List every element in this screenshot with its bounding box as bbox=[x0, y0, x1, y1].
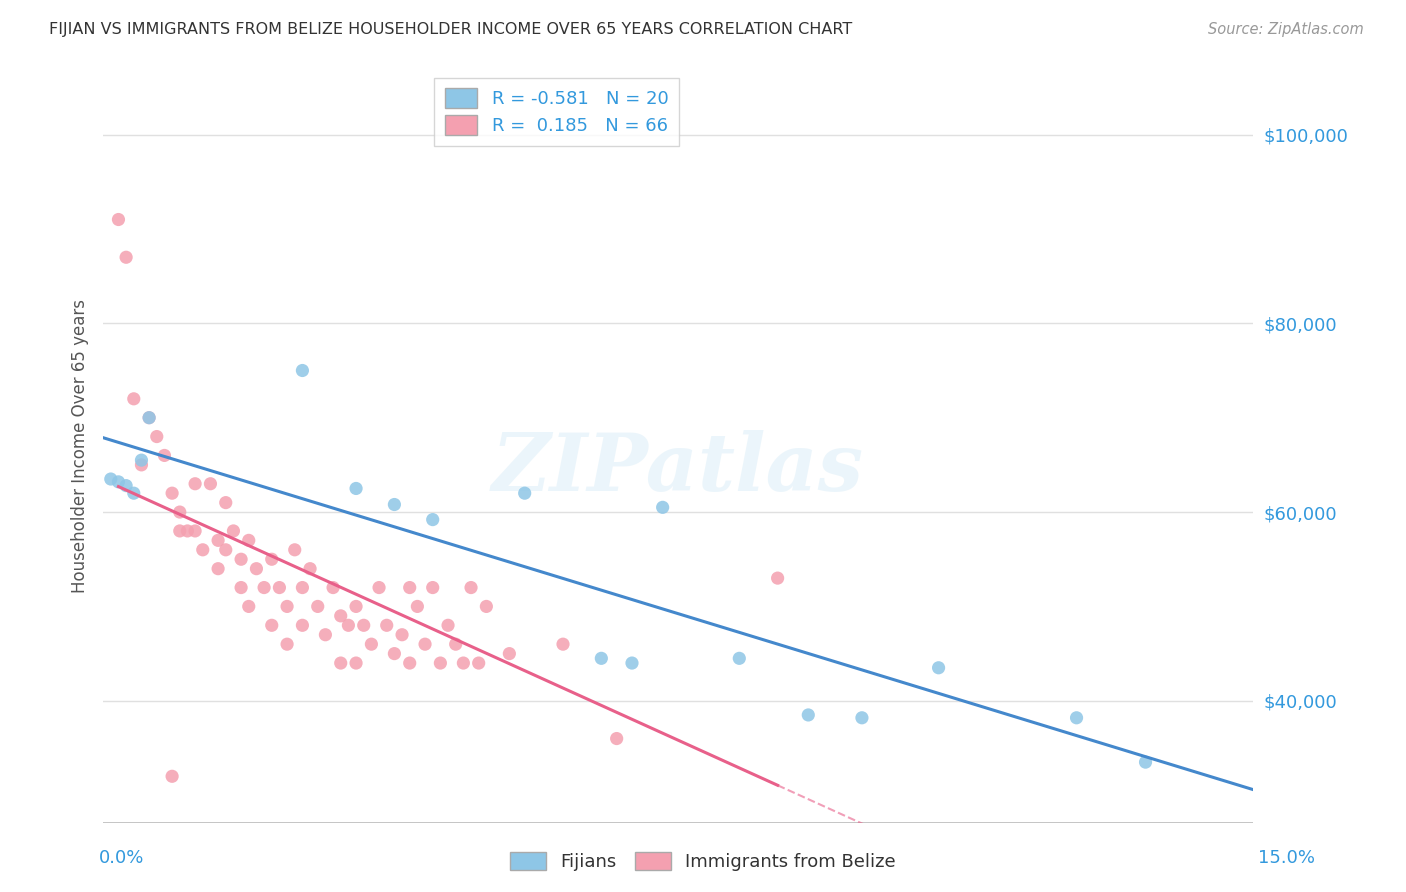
Point bbox=[437, 618, 460, 632]
Point bbox=[260, 618, 283, 632]
Point bbox=[429, 656, 451, 670]
Point bbox=[238, 533, 260, 548]
Point bbox=[169, 505, 191, 519]
Point bbox=[620, 656, 643, 670]
Point bbox=[215, 495, 238, 509]
Point bbox=[100, 472, 122, 486]
Point bbox=[329, 656, 352, 670]
Point bbox=[169, 524, 191, 538]
Point bbox=[651, 500, 673, 515]
Point bbox=[467, 656, 489, 670]
Point bbox=[200, 476, 222, 491]
Point bbox=[107, 475, 129, 489]
Point bbox=[475, 599, 498, 614]
Point bbox=[260, 552, 283, 566]
Point bbox=[253, 581, 276, 595]
Point bbox=[131, 453, 153, 467]
Point bbox=[229, 552, 252, 566]
Point bbox=[184, 524, 207, 538]
Point bbox=[160, 769, 183, 783]
Point bbox=[115, 250, 138, 264]
Point bbox=[207, 533, 229, 548]
Text: 15.0%: 15.0% bbox=[1257, 849, 1315, 867]
Point bbox=[107, 212, 129, 227]
Point bbox=[398, 656, 420, 670]
Point bbox=[160, 486, 183, 500]
Point bbox=[184, 476, 207, 491]
Point bbox=[337, 618, 360, 632]
Point bbox=[591, 651, 613, 665]
Point bbox=[851, 711, 873, 725]
Point bbox=[344, 599, 367, 614]
Point bbox=[238, 599, 260, 614]
Text: 0.0%: 0.0% bbox=[98, 849, 143, 867]
Point bbox=[276, 599, 298, 614]
Point bbox=[422, 581, 444, 595]
Point bbox=[245, 562, 267, 576]
Point bbox=[329, 608, 352, 623]
Point bbox=[122, 486, 145, 500]
Point bbox=[322, 581, 344, 595]
Point bbox=[291, 363, 314, 377]
Text: Source: ZipAtlas.com: Source: ZipAtlas.com bbox=[1208, 22, 1364, 37]
Point bbox=[314, 628, 336, 642]
Point bbox=[606, 731, 628, 746]
Text: ZIPatlas: ZIPatlas bbox=[492, 430, 865, 508]
Point bbox=[284, 542, 307, 557]
Point bbox=[513, 486, 536, 500]
Point bbox=[1066, 711, 1088, 725]
Point bbox=[344, 656, 367, 670]
Point bbox=[291, 581, 314, 595]
Legend: R = -0.581   N = 20, R =  0.185   N = 66: R = -0.581 N = 20, R = 0.185 N = 66 bbox=[434, 78, 679, 146]
Point bbox=[115, 478, 138, 492]
Point bbox=[229, 581, 252, 595]
Point bbox=[344, 482, 367, 496]
Point bbox=[460, 581, 482, 595]
Point bbox=[307, 599, 329, 614]
Point bbox=[375, 618, 398, 632]
Point bbox=[215, 542, 238, 557]
Point bbox=[728, 651, 751, 665]
Point bbox=[299, 562, 322, 576]
Point bbox=[138, 410, 160, 425]
Point bbox=[422, 513, 444, 527]
Point bbox=[551, 637, 574, 651]
Point bbox=[276, 637, 298, 651]
Point bbox=[191, 542, 214, 557]
Point bbox=[498, 647, 520, 661]
Point bbox=[928, 661, 950, 675]
Point bbox=[398, 581, 420, 595]
Point bbox=[176, 524, 198, 538]
Point bbox=[413, 637, 436, 651]
Text: FIJIAN VS IMMIGRANTS FROM BELIZE HOUSEHOLDER INCOME OVER 65 YEARS CORRELATION CH: FIJIAN VS IMMIGRANTS FROM BELIZE HOUSEHO… bbox=[49, 22, 852, 37]
Point bbox=[444, 637, 467, 651]
Legend: Fijians, Immigrants from Belize: Fijians, Immigrants from Belize bbox=[503, 845, 903, 879]
Point bbox=[146, 429, 169, 443]
Point bbox=[122, 392, 145, 406]
Point bbox=[766, 571, 789, 585]
Point bbox=[291, 618, 314, 632]
Point bbox=[207, 562, 229, 576]
Point bbox=[406, 599, 429, 614]
Point bbox=[138, 410, 160, 425]
Point bbox=[153, 449, 176, 463]
Point bbox=[368, 581, 391, 595]
Point bbox=[384, 498, 406, 512]
Point bbox=[797, 708, 820, 723]
Point bbox=[269, 581, 291, 595]
Point bbox=[391, 628, 413, 642]
Point bbox=[222, 524, 245, 538]
Point bbox=[131, 458, 153, 472]
Y-axis label: Householder Income Over 65 years: Householder Income Over 65 years bbox=[72, 299, 89, 593]
Point bbox=[384, 647, 406, 661]
Point bbox=[1135, 755, 1157, 769]
Point bbox=[360, 637, 382, 651]
Point bbox=[353, 618, 375, 632]
Point bbox=[453, 656, 475, 670]
